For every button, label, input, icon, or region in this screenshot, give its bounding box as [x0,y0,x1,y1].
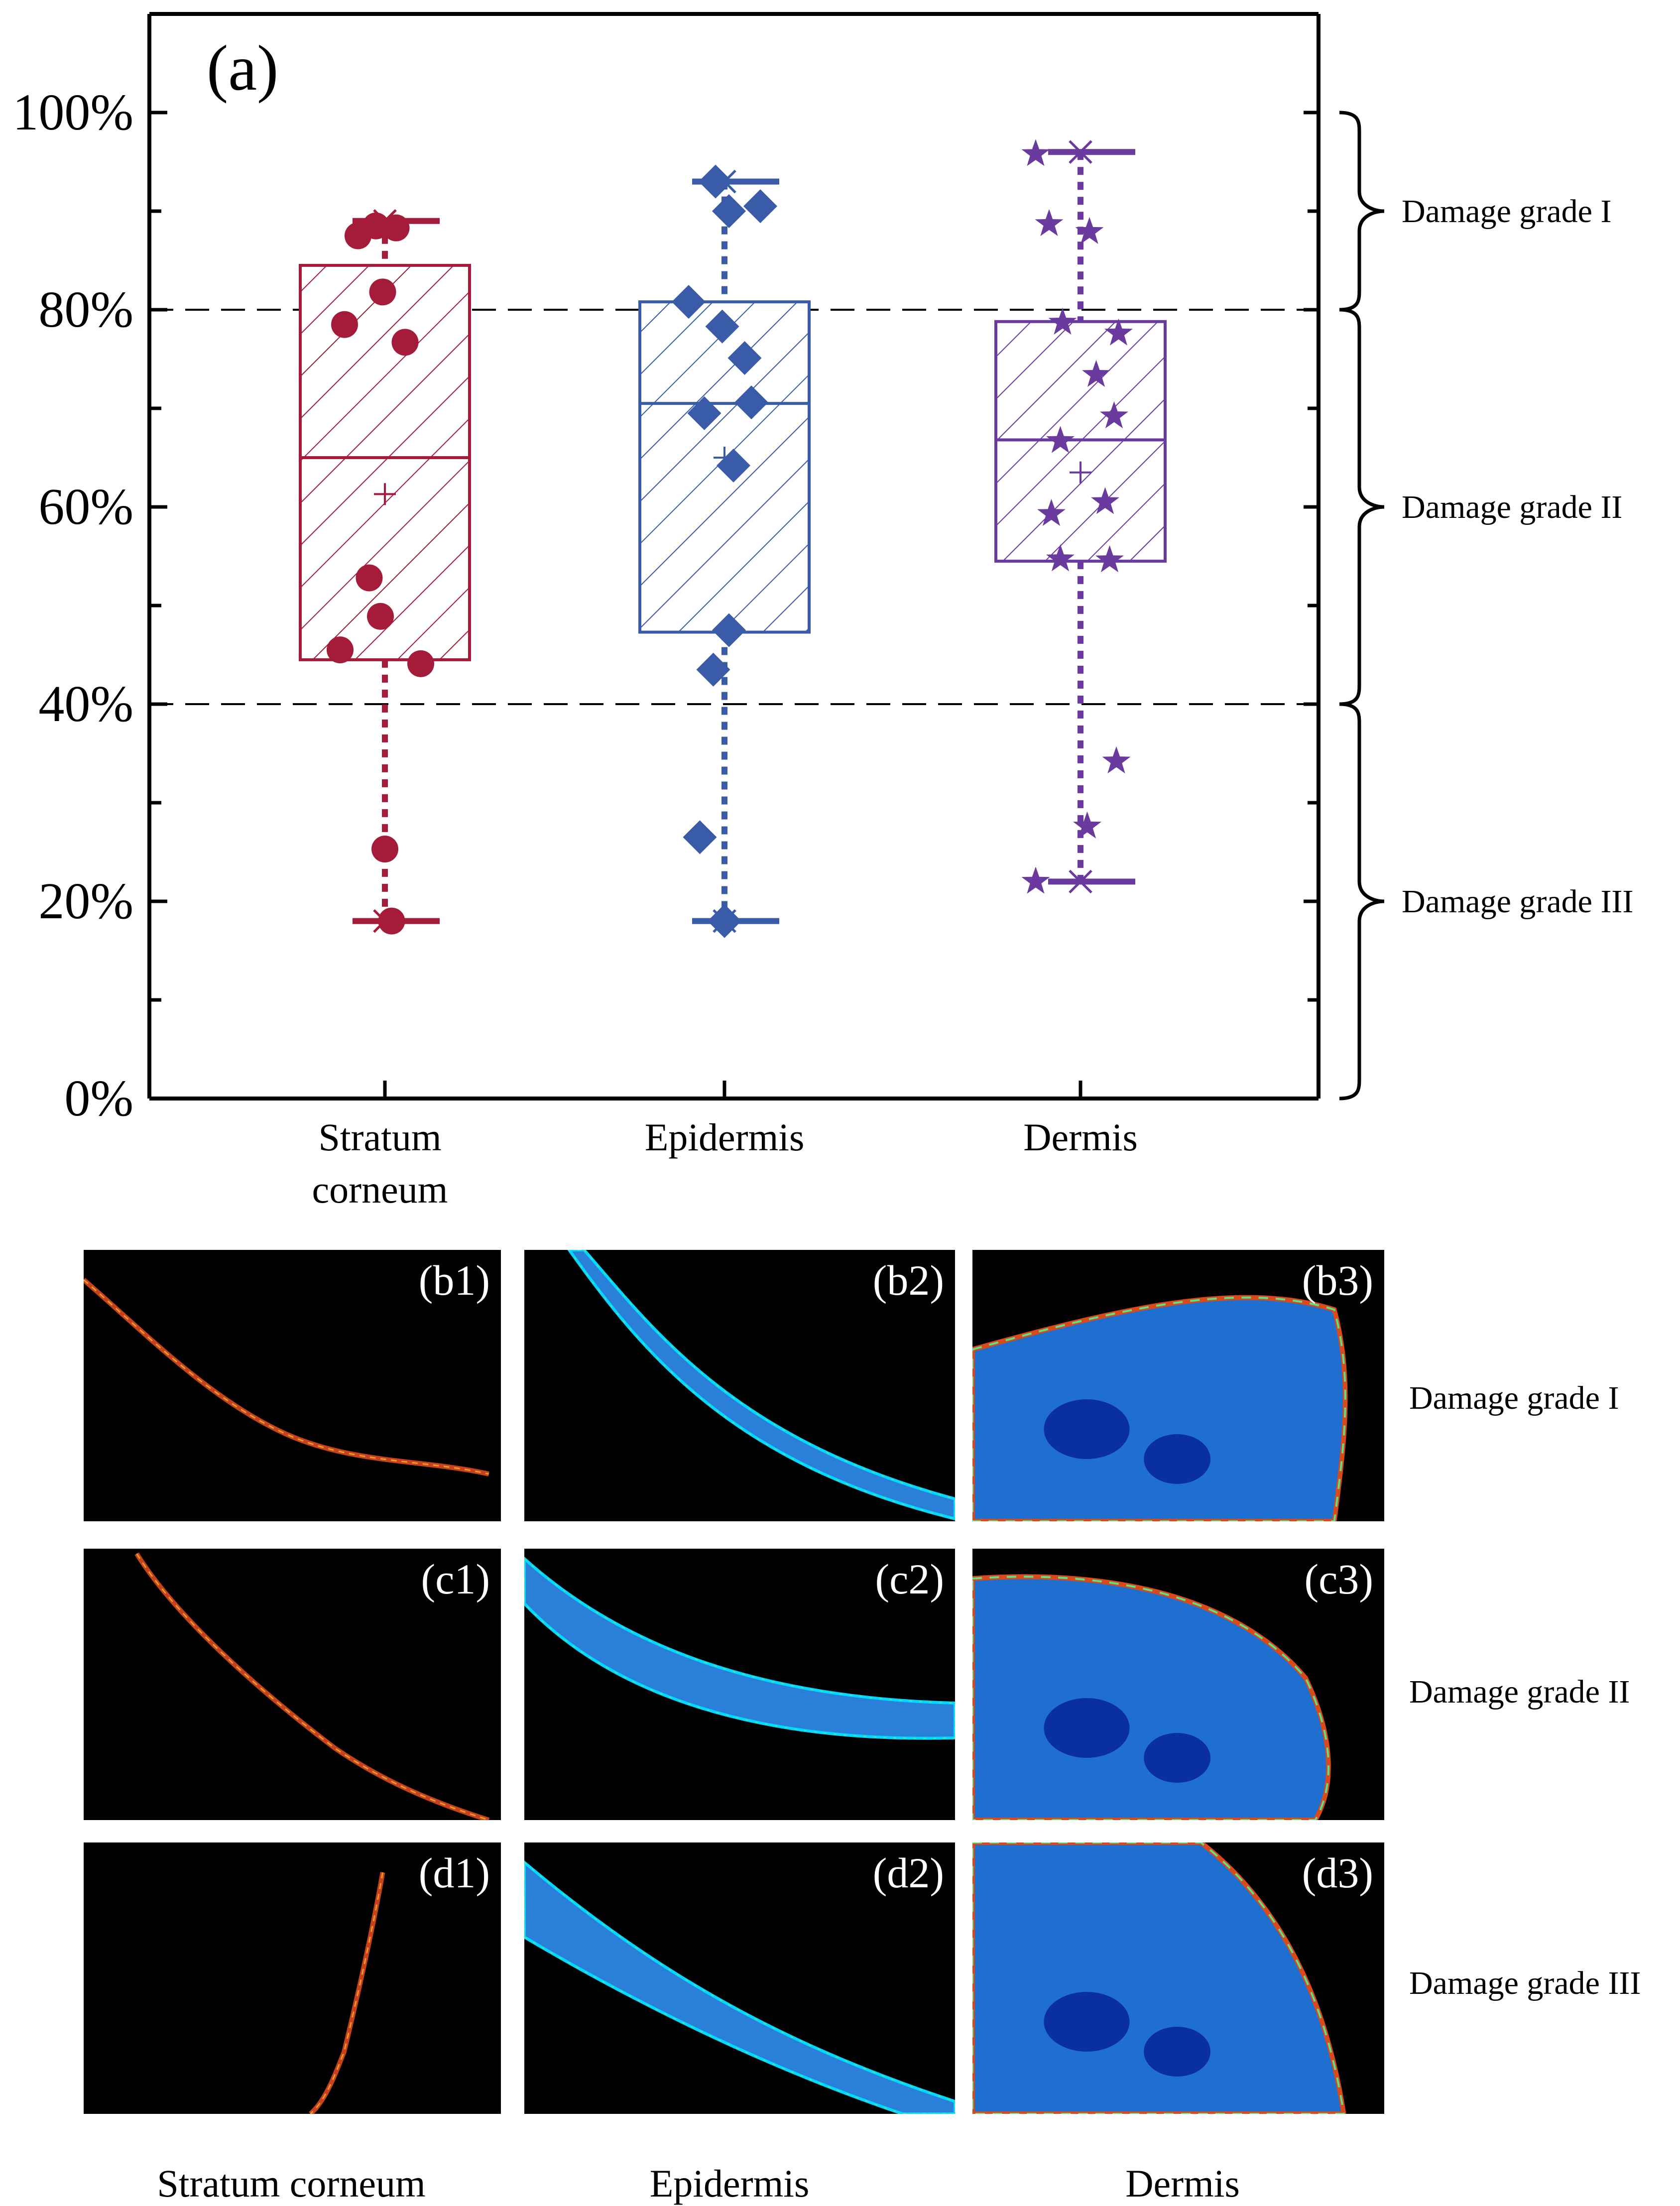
data-point-epidermis [717,448,750,483]
micrograph-d1: (d1) [84,1842,501,2114]
data-point-stratum-corneum [378,907,405,935]
panel-tag: (c1) [421,1555,490,1603]
panel-tag: (c2) [875,1555,944,1603]
data-point-stratum-corneum [371,836,398,863]
data-point-dermis [1046,544,1075,572]
damage-grade-label-2: Damage grade II [1402,489,1622,525]
damage-grade-label-1: Damage grade I [1402,193,1611,230]
data-point-dermis [1082,360,1110,387]
tissue-image [972,1842,1346,2114]
data-point-dermis [1102,746,1131,774]
box-plot-chart: 100% 80% 60% 40% 20% 0% Stratum corneum Epidermi… [12,12,1633,1211]
micrograph-c3: (c3) [972,1549,1384,1820]
damage-grade-brace-3 [1339,702,1385,1101]
y-tick-label: 20% [38,872,133,930]
data-point-dermis [1073,811,1101,839]
data-point-dermis [1048,307,1077,335]
micrograph-b2: (b2) [524,1250,955,1521]
data-point-epidermis [687,396,721,430]
data-point-dermis [1095,545,1124,573]
panel-tag: (d1) [418,1849,490,1897]
data-point-stratum-corneum [327,636,354,664]
micrograph-b1: (b1) [84,1250,501,1521]
tissue-image [972,1574,1331,1820]
y-tick-label: 100% [12,84,133,141]
tissue-image [972,1295,1348,1521]
micrograph-d3: (d3) [972,1842,1384,2114]
data-point-epidermis [699,164,732,199]
data-point-dermis [1091,487,1119,514]
data-point-stratum-corneum [356,564,383,592]
panel-tag: (d3) [1302,1849,1373,1897]
y-tick-label: 60% [38,478,133,535]
tissue-image [524,1556,955,1740]
box-plot-figure: 100% 80% 60% 40% 20% 0% Stratum corneum Epidermi… [12,12,1633,1211]
data-point-epidermis [672,285,706,319]
data-point-epidermis [683,820,717,855]
data-point-dermis [1104,318,1133,346]
y-tick-label: 80% [38,281,133,338]
data-point-stratum-corneum [367,603,394,630]
row-label-damage-grade-1: Damage grade I [1409,1380,1619,1416]
data-point-epidermis [727,341,762,375]
data-point-dermis [1021,139,1050,166]
panel-label-a: (a) [207,32,278,104]
data-point-epidermis [705,309,739,344]
damage-grade-label-3: Damage grade III [1402,883,1633,920]
data-point-stratum-corneum [369,278,396,306]
x-category-label: Dermis [1023,1115,1138,1159]
tissue-image [524,1860,955,2114]
data-point-stratum-corneum [331,311,358,338]
data-point-epidermis [696,652,730,687]
x-category-label: corneum [312,1168,448,1211]
max-marker-dermis [1069,140,1092,164]
data-point-dermis [1075,217,1104,244]
data-point-epidermis [734,385,768,420]
data-point-epidermis [712,194,746,228]
min-marker-dermis [1069,869,1092,894]
data-point-epidermis [712,613,746,647]
data-point-stratum-corneum [345,222,371,249]
damage-grade-brace-2 [1339,308,1385,706]
data-point-epidermis [743,189,777,224]
damage-grade-brace-1 [1339,111,1385,312]
data-point-dermis [1037,498,1066,526]
tissue-image [134,1552,490,1820]
row-label-damage-grade-2: Damage grade II [1409,1674,1630,1710]
panel-tag: (d2) [872,1849,944,1897]
panel-tag: (c3) [1304,1555,1373,1603]
tissue-image [309,1872,385,2114]
panel-tag: (b1) [418,1256,490,1304]
tissue-image [567,1250,955,1521]
micrograph-c1: (c1) [84,1549,501,1820]
column-label-dermis: Dermis [1125,2162,1240,2205]
box-stratum-corneum [299,263,471,661]
tissue-image [84,1278,489,1476]
data-point-epidermis [708,904,741,938]
micrograph-d2: (d2) [524,1842,955,2114]
y-tick-label: 0% [64,1070,133,1127]
data-point-dermis [1021,866,1050,894]
mean-marker-stratum-corneum [374,483,396,505]
micrograph-c2: (c2) [524,1549,955,1820]
panel-tag: (b2) [872,1256,944,1304]
data-point-stratum-corneum [407,650,434,677]
panel-tag: (b3) [1302,1256,1373,1304]
x-category-label: Stratum [319,1115,442,1159]
data-point-stratum-corneum [382,214,410,242]
data-point-dermis [1035,209,1064,236]
column-label-stratum-corneum: Stratum corneum [157,2162,426,2205]
micrograph-b3: (b3) [972,1250,1384,1521]
data-point-dermis [1100,401,1128,429]
mean-marker-dermis [1070,461,1091,484]
x-category-label: Epidermis [645,1115,805,1159]
column-label-epidermis: Epidermis [649,2162,810,2205]
data-point-stratum-corneum [391,329,419,356]
y-tick-label: 40% [38,675,133,733]
data-point-dermis [1046,426,1075,453]
row-label-damage-grade-3: Damage grade III [1409,1965,1641,2001]
